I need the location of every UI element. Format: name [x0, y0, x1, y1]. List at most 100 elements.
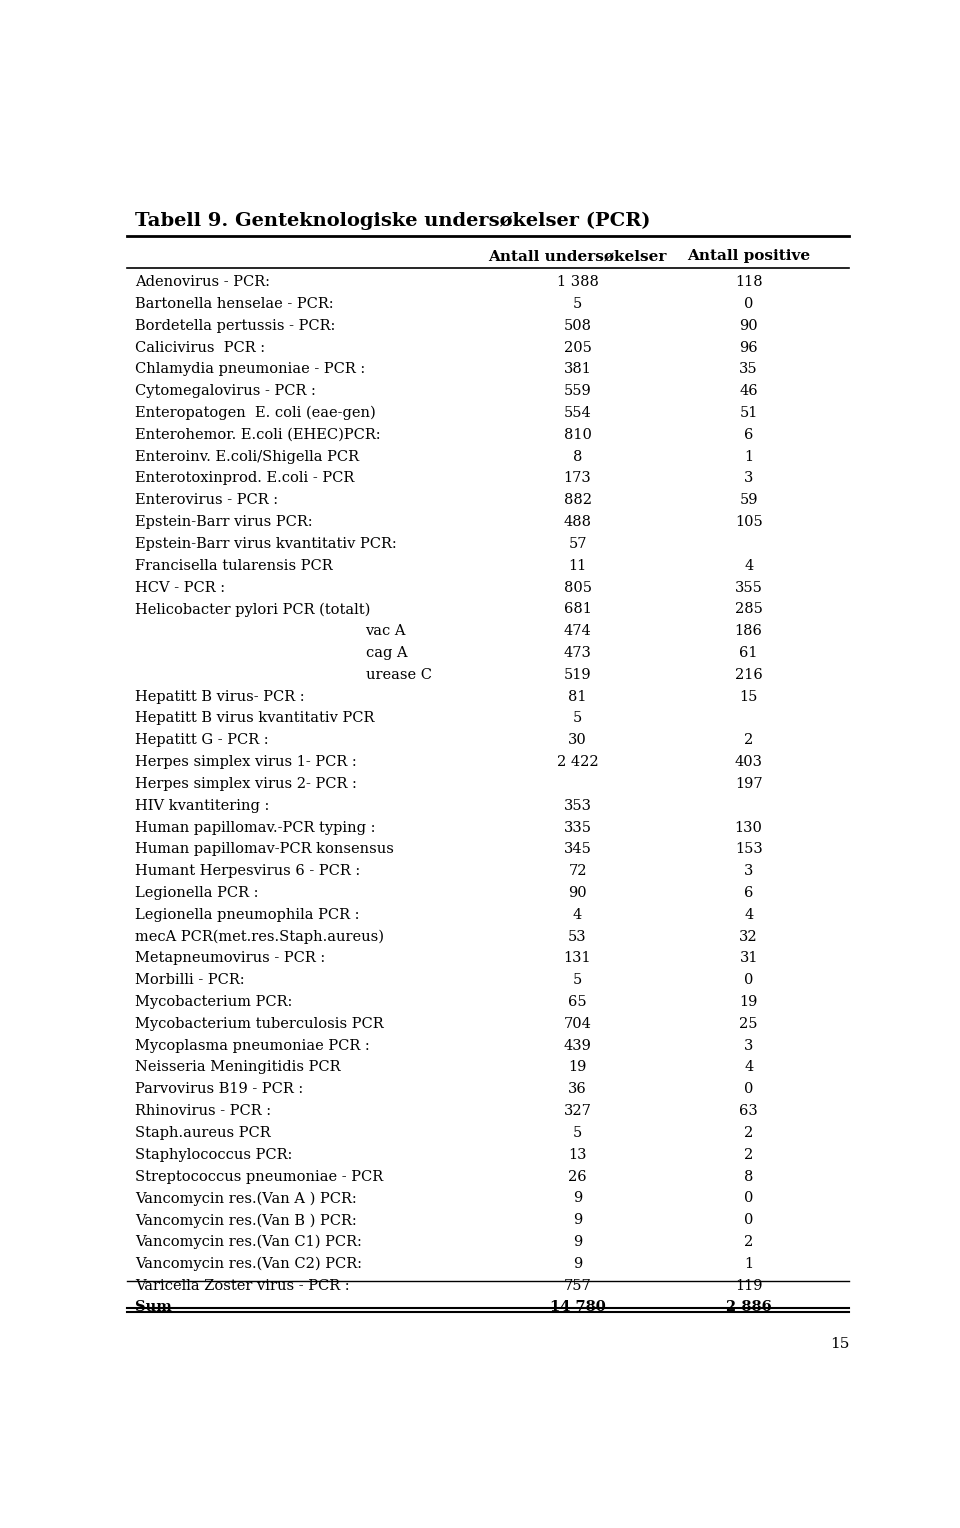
Text: Streptococcus pneumoniae - PCR: Streptococcus pneumoniae - PCR [134, 1169, 383, 1184]
Text: 810: 810 [564, 428, 591, 442]
Text: Enterohemor. E.coli (EHEC)PCR:: Enterohemor. E.coli (EHEC)PCR: [134, 428, 380, 442]
Text: Calicivirus  PCR :: Calicivirus PCR : [134, 341, 265, 354]
Text: 63: 63 [739, 1105, 758, 1118]
Text: Neisseria Meningitidis PCR: Neisseria Meningitidis PCR [134, 1060, 341, 1074]
Text: 8: 8 [744, 1169, 754, 1184]
Text: 3: 3 [744, 472, 754, 486]
Text: 81: 81 [568, 689, 587, 703]
Text: 32: 32 [739, 929, 758, 944]
Text: 153: 153 [734, 842, 762, 856]
Text: Metapneumovirus - PCR :: Metapneumovirus - PCR : [134, 952, 325, 966]
Text: 36: 36 [568, 1082, 587, 1096]
Text: Mycobacterium PCR:: Mycobacterium PCR: [134, 995, 292, 1008]
Text: Mycobacterium tuberculosis PCR: Mycobacterium tuberculosis PCR [134, 1016, 383, 1031]
Text: 681: 681 [564, 602, 591, 616]
Text: 6: 6 [744, 428, 754, 442]
Text: 757: 757 [564, 1279, 591, 1293]
Text: 3: 3 [744, 1039, 754, 1053]
Text: 57: 57 [568, 536, 587, 552]
Text: 327: 327 [564, 1105, 591, 1118]
Text: 51: 51 [739, 406, 757, 420]
Text: 2: 2 [744, 733, 754, 747]
Text: 13: 13 [568, 1148, 587, 1161]
Text: 335: 335 [564, 821, 591, 834]
Text: 4: 4 [744, 908, 754, 921]
Text: Hepatitt B virus- PCR :: Hepatitt B virus- PCR : [134, 689, 304, 703]
Text: 19: 19 [568, 1060, 587, 1074]
Text: Enterotoxinprod. E.coli - PCR: Enterotoxinprod. E.coli - PCR [134, 472, 354, 486]
Text: Human papillomav-PCR konsensus: Human papillomav-PCR konsensus [134, 842, 394, 856]
Text: 882: 882 [564, 494, 591, 507]
Text: 4: 4 [573, 908, 582, 921]
Text: 474: 474 [564, 623, 591, 639]
Text: 508: 508 [564, 319, 591, 333]
Text: 131: 131 [564, 952, 591, 966]
Text: vac A: vac A [366, 623, 406, 639]
Text: Legionella PCR :: Legionella PCR : [134, 886, 258, 900]
Text: 119: 119 [735, 1279, 762, 1293]
Text: Legionella pneumophila PCR :: Legionella pneumophila PCR : [134, 908, 359, 921]
Text: Epstein-Barr virus kvantitativ PCR:: Epstein-Barr virus kvantitativ PCR: [134, 536, 396, 552]
Text: 14 780: 14 780 [550, 1300, 606, 1314]
Text: Enteropatogen  E. coli (eae-gen): Enteropatogen E. coli (eae-gen) [134, 406, 375, 420]
Text: Herpes simplex virus 1- PCR :: Herpes simplex virus 1- PCR : [134, 755, 356, 769]
Text: 519: 519 [564, 668, 591, 681]
Text: 19: 19 [739, 995, 757, 1008]
Text: Vancomycin res.(Van C2) PCR:: Vancomycin res.(Van C2) PCR: [134, 1258, 362, 1271]
Text: 25: 25 [739, 1016, 758, 1031]
Text: 285: 285 [734, 602, 762, 616]
Text: Mycoplasma pneumoniae PCR :: Mycoplasma pneumoniae PCR : [134, 1039, 370, 1053]
Text: 30: 30 [568, 733, 587, 747]
Text: Chlamydia pneumoniae - PCR :: Chlamydia pneumoniae - PCR : [134, 362, 365, 376]
Text: Francisella tularensis PCR: Francisella tularensis PCR [134, 559, 332, 573]
Text: 53: 53 [568, 929, 587, 944]
Text: 216: 216 [734, 668, 762, 681]
Text: Hepatitt B virus kvantitativ PCR: Hepatitt B virus kvantitativ PCR [134, 712, 374, 726]
Text: 704: 704 [564, 1016, 591, 1031]
Text: cag A: cag A [366, 646, 407, 660]
Text: 46: 46 [739, 384, 758, 399]
Text: 5: 5 [573, 973, 582, 987]
Text: Cytomegalovirus - PCR :: Cytomegalovirus - PCR : [134, 384, 316, 399]
Text: 2 886: 2 886 [726, 1300, 772, 1314]
Text: Antall positive: Antall positive [687, 249, 810, 263]
Text: 2: 2 [744, 1235, 754, 1248]
Text: 72: 72 [568, 865, 587, 879]
Text: Adenovirus - PCR:: Adenovirus - PCR: [134, 275, 270, 289]
Text: 9: 9 [573, 1258, 582, 1271]
Text: Enteroinv. E.coli/Shigella PCR: Enteroinv. E.coli/Shigella PCR [134, 449, 359, 463]
Text: urease C: urease C [366, 668, 431, 681]
Text: 11: 11 [568, 559, 587, 573]
Text: 1 388: 1 388 [557, 275, 598, 289]
Text: 59: 59 [739, 494, 758, 507]
Text: 90: 90 [568, 886, 587, 900]
Text: 4: 4 [744, 559, 754, 573]
Text: 15: 15 [829, 1337, 849, 1351]
Text: 355: 355 [734, 581, 762, 594]
Text: 96: 96 [739, 341, 758, 354]
Text: Staph.aureus PCR: Staph.aureus PCR [134, 1126, 271, 1140]
Text: Vancomycin res.(Van B ) PCR:: Vancomycin res.(Van B ) PCR: [134, 1213, 356, 1227]
Text: 3: 3 [744, 865, 754, 879]
Text: 2 422: 2 422 [557, 755, 598, 769]
Text: 0: 0 [744, 1192, 754, 1206]
Text: 205: 205 [564, 341, 591, 354]
Text: 353: 353 [564, 799, 591, 813]
Text: 9: 9 [573, 1192, 582, 1206]
Text: Enterovirus - PCR :: Enterovirus - PCR : [134, 494, 278, 507]
Text: Rhinovirus - PCR :: Rhinovirus - PCR : [134, 1105, 271, 1118]
Text: 8: 8 [573, 449, 583, 463]
Text: Epstein-Barr virus PCR:: Epstein-Barr virus PCR: [134, 515, 313, 529]
Text: Humant Herpesvirus 6 - PCR :: Humant Herpesvirus 6 - PCR : [134, 865, 360, 879]
Text: 197: 197 [734, 776, 762, 792]
Text: Human papillomav.-PCR typing :: Human papillomav.-PCR typing : [134, 821, 375, 834]
Text: Vancomycin res.(Van C1) PCR:: Vancomycin res.(Van C1) PCR: [134, 1235, 362, 1250]
Text: Hepatitt G - PCR :: Hepatitt G - PCR : [134, 733, 269, 747]
Text: Bordetella pertussis - PCR:: Bordetella pertussis - PCR: [134, 319, 335, 333]
Text: 0: 0 [744, 973, 754, 987]
Text: 1: 1 [744, 449, 754, 463]
Text: 0: 0 [744, 1082, 754, 1096]
Text: 186: 186 [734, 623, 762, 639]
Text: 4: 4 [744, 1060, 754, 1074]
Text: 403: 403 [734, 755, 762, 769]
